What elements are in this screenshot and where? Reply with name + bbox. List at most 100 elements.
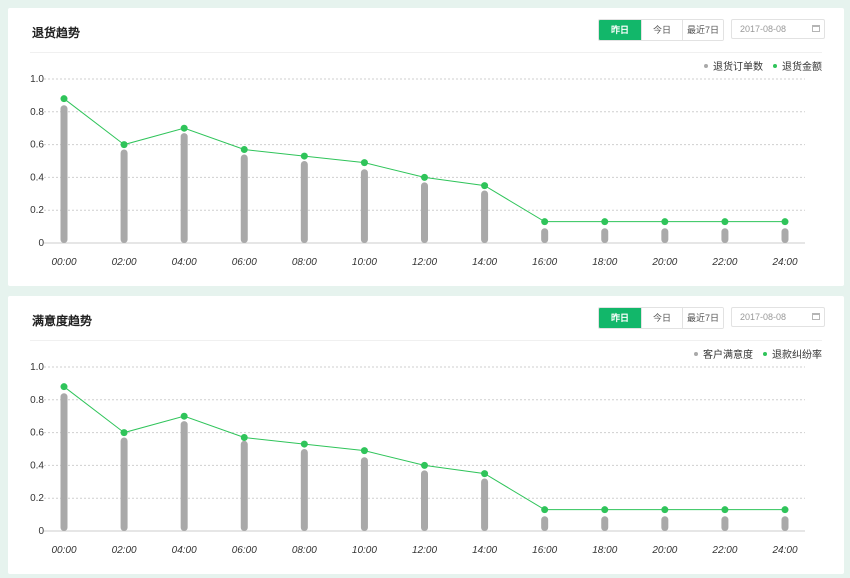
- legend-dot-icon: [694, 351, 698, 356]
- x-tick-label: 10:00: [352, 545, 377, 556]
- date-range-toggle: 昨日 今日 最近7日: [598, 19, 724, 41]
- date-range-toggle: 昨日 今日 最近7日: [598, 307, 724, 329]
- bar: [240, 154, 248, 243]
- x-tick-label: 00:00: [51, 545, 76, 556]
- x-tick-label: 22:00: [711, 545, 737, 556]
- bar: [541, 516, 549, 531]
- line-point: [661, 506, 669, 514]
- return-trend-chart: 0 0.2 0.4 0.6 0.8 1.0 00:00 02:00 04:00 06:00 08:0…: [30, 74, 805, 268]
- line-point: [180, 124, 188, 132]
- line-point: [721, 218, 729, 226]
- line-point: [300, 440, 308, 448]
- legend-item-bar-series[interactable]: 退货订单数: [704, 58, 763, 73]
- line-point: [661, 218, 669, 226]
- line-point: [541, 506, 549, 514]
- y-tick-label: 1.0: [30, 362, 44, 373]
- line-point: [781, 506, 789, 514]
- bar: [180, 133, 188, 243]
- line-point: [781, 218, 789, 226]
- x-tick-label: 22:00: [711, 257, 737, 268]
- date-picker-input[interactable]: 2017-08-08: [731, 307, 825, 327]
- x-tick-label: 10:00: [352, 257, 377, 268]
- panel-title: 满意度趋势: [32, 314, 93, 328]
- panel-title: 退货趋势: [32, 26, 81, 40]
- line-point: [60, 383, 68, 391]
- x-tick-label: 24:00: [771, 545, 797, 556]
- x-tick-label: 16:00: [532, 545, 557, 556]
- bar: [781, 228, 789, 243]
- chart-legend: 退货订单数 退货金额: [704, 58, 822, 73]
- today-button[interactable]: 今日: [641, 308, 682, 328]
- line-point: [300, 152, 308, 160]
- bar: [601, 228, 609, 243]
- y-tick-label: 0.4: [30, 460, 44, 471]
- line-point: [421, 173, 428, 181]
- legend-item-line-series[interactable]: 退款纠纷率: [763, 346, 822, 361]
- line-point: [360, 447, 368, 455]
- x-tick-label: 18:00: [592, 545, 617, 556]
- bar: [421, 470, 428, 531]
- date-value: 2017-08-08: [740, 24, 787, 34]
- bar: [781, 516, 789, 531]
- x-tick-label: 06:00: [232, 545, 257, 556]
- last-7-days-button[interactable]: 最近7日: [682, 308, 723, 328]
- line-point: [481, 182, 489, 190]
- chart-legend: 客户满意度 退款纠纷率: [694, 346, 822, 361]
- return-trend-panel: 退货趋势 昨日 今日 最近7日 2017-08-08 退货订单数 退货金额 0 0…: [8, 8, 844, 286]
- x-tick-label: 02:00: [112, 257, 137, 268]
- bar: [721, 228, 729, 243]
- bar: [721, 516, 729, 531]
- line-point: [360, 159, 368, 167]
- yesterday-button[interactable]: 昨日: [599, 20, 641, 40]
- bar: [120, 437, 128, 531]
- header-divider: [30, 52, 822, 53]
- line-point: [541, 218, 549, 226]
- y-tick-label: 0: [38, 238, 44, 249]
- y-tick-label: 0.2: [30, 493, 44, 504]
- x-tick-label: 08:00: [292, 545, 317, 556]
- x-tick-label: 02:00: [112, 545, 137, 556]
- satisfaction-trend-chart: 0 0.2 0.4 0.6 0.8 1.0 00:00 02:00 04:00 06:00 08:0…: [30, 362, 805, 556]
- bar: [661, 228, 669, 243]
- legend-dot-icon: [773, 63, 777, 68]
- bar: [541, 228, 549, 243]
- bar: [360, 457, 368, 531]
- bar: [240, 440, 248, 531]
- legend-dot-icon: [763, 351, 767, 356]
- line-point: [240, 434, 248, 442]
- y-tick-label: 0.8: [30, 395, 44, 406]
- x-tick-label: 12:00: [412, 545, 437, 556]
- y-tick-label: 0.8: [30, 107, 44, 118]
- calendar-icon[interactable]: [812, 313, 820, 320]
- bar: [421, 182, 428, 243]
- line-point: [601, 218, 609, 226]
- bar: [481, 478, 489, 531]
- calendar-icon[interactable]: [812, 25, 820, 32]
- last-7-days-button[interactable]: 最近7日: [682, 20, 723, 40]
- legend-label: 退款纠纷率: [772, 350, 822, 361]
- date-value: 2017-08-08: [740, 312, 787, 322]
- legend-label: 退货订单数: [713, 62, 763, 73]
- bar: [60, 393, 68, 531]
- bar: [481, 190, 489, 243]
- date-picker-input[interactable]: 2017-08-08: [731, 19, 825, 39]
- x-tick-label: 06:00: [232, 257, 257, 268]
- x-tick-label: 12:00: [412, 257, 437, 268]
- today-button[interactable]: 今日: [641, 20, 682, 40]
- y-tick-label: 1.0: [30, 74, 44, 85]
- bar: [360, 169, 368, 243]
- x-tick-label: 20:00: [651, 545, 677, 556]
- bar: [300, 161, 308, 243]
- header-divider: [30, 340, 822, 341]
- yesterday-button[interactable]: 昨日: [599, 308, 641, 328]
- legend-item-line-series[interactable]: 退货金额: [773, 58, 822, 73]
- line-point: [180, 412, 188, 420]
- x-tick-label: 08:00: [292, 257, 317, 268]
- line-point: [60, 95, 68, 103]
- legend-dot-icon: [704, 63, 708, 68]
- legend-item-bar-series[interactable]: 客户满意度: [694, 346, 753, 361]
- legend-label: 退货金额: [782, 62, 822, 73]
- x-tick-label: 04:00: [172, 545, 197, 556]
- line-point: [120, 141, 128, 149]
- x-tick-label: 20:00: [651, 257, 677, 268]
